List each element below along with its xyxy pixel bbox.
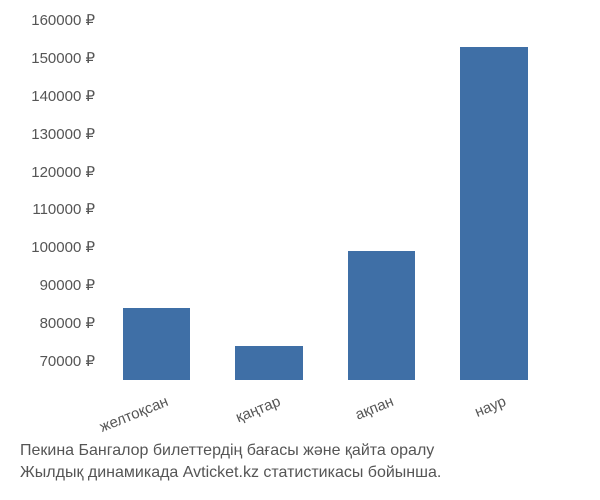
- y-tick-label: 130000 ₽: [0, 125, 95, 143]
- bar: [460, 47, 528, 380]
- y-tick-label: 90000 ₽: [0, 276, 95, 294]
- bars-container: [100, 20, 550, 380]
- chart-caption: Пекина Бангалор билеттердің бағасы және …: [20, 440, 580, 483]
- y-tick-label: 120000 ₽: [0, 163, 95, 181]
- y-tick-label: 160000 ₽: [0, 11, 95, 29]
- price-chart: 70000 ₽ 80000 ₽ 90000 ₽ 100000 ₽ 110000 ₽ 120…: [0, 0, 600, 500]
- bar: [123, 308, 191, 380]
- x-tick-label: қаңтар: [234, 393, 284, 426]
- x-tick-label: наур: [472, 393, 508, 421]
- x-tick-label: ақпан: [352, 393, 395, 424]
- y-tick-label: 70000 ₽: [0, 352, 95, 370]
- y-tick-label: 110000 ₽: [0, 200, 95, 218]
- x-tick-label: желтоқсан: [97, 393, 170, 436]
- y-axis-ticks: 70000 ₽ 80000 ₽ 90000 ₽ 100000 ₽ 110000 ₽ 120…: [0, 20, 95, 380]
- y-tick-label: 150000 ₽: [0, 49, 95, 67]
- bar: [348, 251, 416, 380]
- caption-line-2: Жылдық динамикада Avticket.kz статистика…: [20, 462, 580, 484]
- y-tick-label: 80000 ₽: [0, 314, 95, 332]
- x-axis-ticks: желтоқсан қаңтар ақпан наур: [100, 385, 550, 435]
- caption-line-1: Пекина Бангалор билеттердің бағасы және …: [20, 440, 580, 462]
- bar: [235, 346, 303, 380]
- y-tick-label: 100000 ₽: [0, 238, 95, 256]
- plot-area: [100, 20, 550, 380]
- y-tick-label: 140000 ₽: [0, 87, 95, 105]
